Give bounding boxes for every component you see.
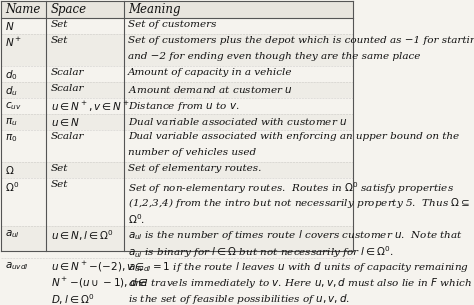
Text: $\Omega^0$: $\Omega^0$ — [5, 180, 19, 194]
Text: $D, l \in \Omega^0$: $D, l \in \Omega^0$ — [51, 292, 94, 305]
Bar — [0, 162, 353, 178]
Text: $u \in N, l \in \Omega^0$: $u \in N, l \in \Omega^0$ — [51, 228, 113, 243]
Text: Distance from $u$ to $v$.: Distance from $u$ to $v$. — [128, 100, 240, 113]
Text: Set: Set — [51, 164, 68, 173]
Text: $a_{uvdl} = 1$ if the route $l$ leaves $u$ with $d$ units of capacity remaining: $a_{uvdl} = 1$ if the route $l$ leaves $… — [128, 260, 469, 274]
Text: Set of non-elementary routes.  Routes in $\Omega^0$ satisfy properties: Set of non-elementary routes. Routes in … — [128, 180, 454, 196]
Text: $a_{uvdl}$: $a_{uvdl}$ — [5, 260, 29, 272]
Text: $N^+$: $N^+$ — [5, 36, 22, 49]
Text: Dual variable associated with customer $u$: Dual variable associated with customer $… — [128, 116, 347, 127]
Text: Set: Set — [51, 36, 68, 45]
Text: Amount demand at customer $u$: Amount demand at customer $u$ — [128, 84, 293, 95]
Text: Space: Space — [51, 3, 87, 16]
Text: Set of elementary routes.: Set of elementary routes. — [128, 164, 262, 173]
Text: Scalar: Scalar — [51, 84, 84, 93]
Text: (1,2,3,4) from the intro but not necessarily property 5.  Thus $\Omega \subseteq: (1,2,3,4) from the intro but not necessa… — [128, 196, 470, 210]
Text: Set: Set — [51, 20, 68, 29]
Text: Scalar: Scalar — [51, 132, 84, 141]
Bar — [0, 114, 353, 130]
Text: Set of customers plus the depot which is counted as −1 for starting: Set of customers plus the depot which is… — [128, 36, 474, 45]
Text: is the set of feasible possibilities of $u, v, d$.: is the set of feasible possibilities of … — [128, 292, 350, 305]
Text: Meaning: Meaning — [128, 3, 181, 16]
Text: Scalar: Scalar — [51, 68, 84, 77]
Text: $N^+\!-\!(u\cup-1), d \in$: $N^+\!-\!(u\cup-1), d \in$ — [51, 276, 147, 290]
Text: $\Omega$: $\Omega$ — [5, 164, 14, 176]
Text: $u \in N$: $u \in N$ — [51, 116, 80, 128]
Text: $\pi_0$: $\pi_0$ — [5, 132, 17, 144]
Bar — [0, 1, 353, 18]
Text: Dual variable associated with enforcing an upper bound on the: Dual variable associated with enforcing … — [128, 132, 459, 141]
Text: $u \in N^+, v \in N^+$: $u \in N^+, v \in N^+$ — [51, 100, 130, 114]
Text: $a_{ul}$: $a_{ul}$ — [5, 228, 20, 240]
Text: $\pi_u$: $\pi_u$ — [5, 116, 18, 128]
Text: $c_{uv}$: $c_{uv}$ — [5, 100, 22, 112]
Text: $d_0$: $d_0$ — [5, 68, 18, 82]
Text: and −2 for ending even though they are the same place: and −2 for ending even though they are t… — [128, 52, 420, 61]
Text: $u \in N^+\!-\!(-2), v \in$: $u \in N^+\!-\!(-2), v \in$ — [51, 260, 145, 274]
Text: Name: Name — [5, 3, 40, 16]
Bar — [0, 226, 353, 258]
Text: Set: Set — [51, 180, 68, 189]
Text: Amount of capacity in a vehicle: Amount of capacity in a vehicle — [128, 68, 292, 77]
Text: $a_{ul}$ is the number of times route $l$ covers customer $u$.  Note that: $a_{ul}$ is the number of times route $l… — [128, 228, 463, 242]
Text: Set of customers: Set of customers — [128, 20, 217, 29]
Bar — [0, 82, 353, 98]
Text: $a_{ul}$ is binary for $l \in \Omega$ but not necessarily for $l \in \Omega^0$.: $a_{ul}$ is binary for $l \in \Omega$ bu… — [128, 244, 394, 260]
Text: $d_u$: $d_u$ — [5, 84, 18, 98]
Bar — [0, 34, 353, 66]
Text: $\Omega^0$.: $\Omega^0$. — [128, 212, 146, 226]
Text: number of vehicles used: number of vehicles used — [128, 148, 256, 157]
Text: $N$: $N$ — [5, 20, 14, 32]
Text: and travels immediately to $v$. Here $u, v, d$ must also lie in $F$ which: and travels immediately to $v$. Here $u,… — [128, 276, 472, 290]
